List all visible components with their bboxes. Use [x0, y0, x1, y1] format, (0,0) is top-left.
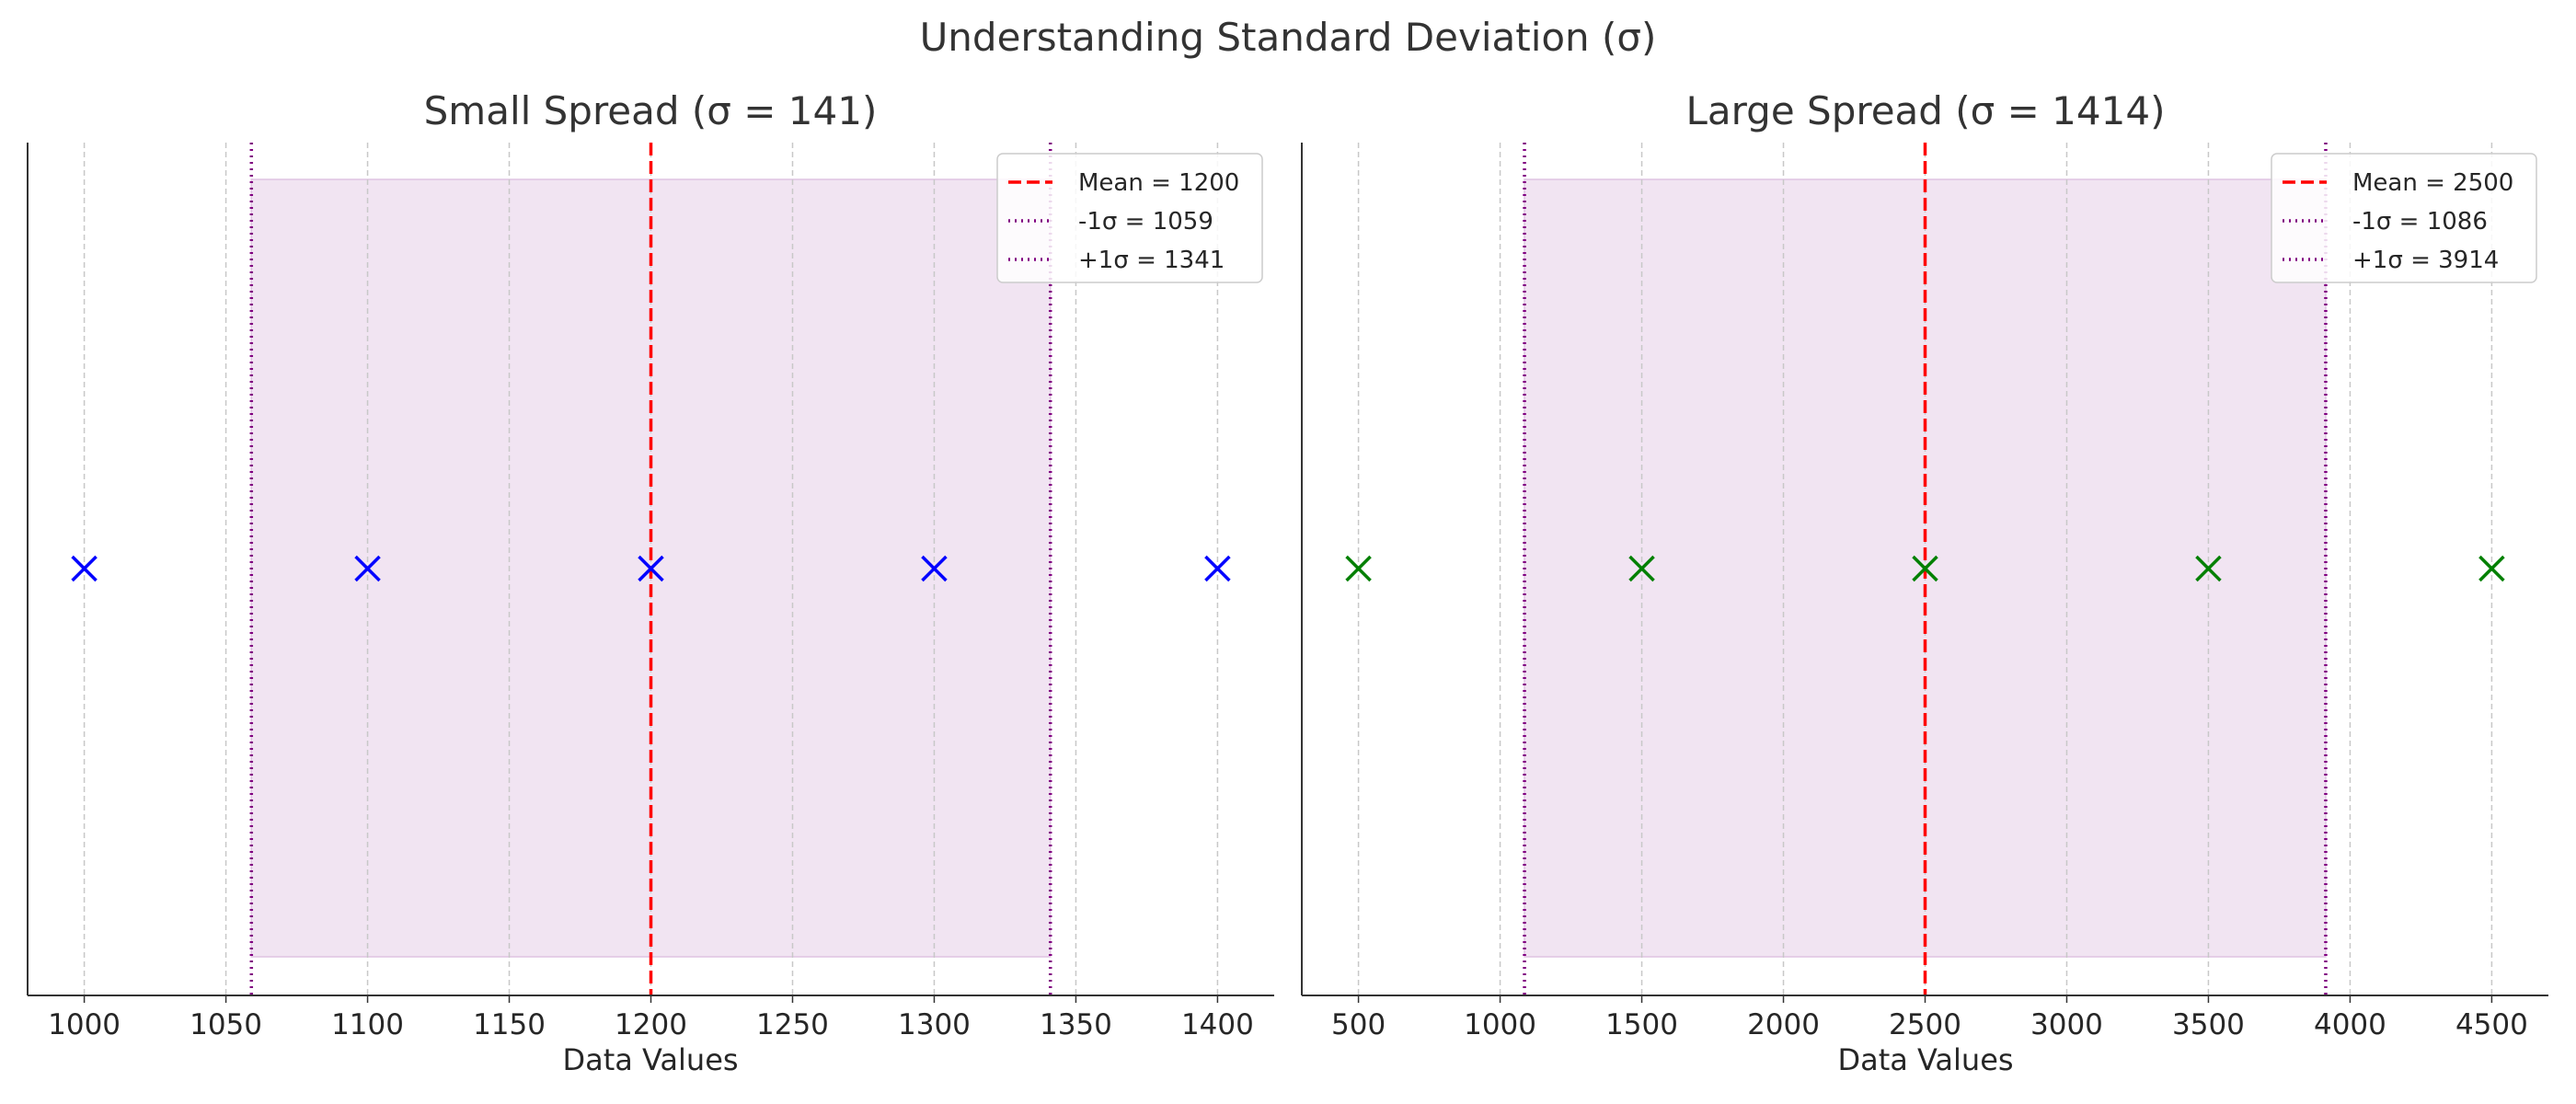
legend: Mean = 1200 -1σ = 1059 +1σ = 1341 [996, 153, 1263, 283]
x-tick-label: 1300 [898, 1008, 971, 1041]
x-tick-label: 1050 [190, 1008, 262, 1041]
data-point [638, 555, 664, 582]
data-point [2478, 555, 2505, 582]
x-tick-label: 3500 [2172, 1008, 2245, 1041]
x-tick-label: 2500 [1889, 1008, 1961, 1041]
data-point [71, 555, 98, 582]
legend-label: Mean = 2500 [2352, 169, 2513, 197]
data-point [1204, 555, 1231, 582]
legend: Mean = 2500 -1σ = 1086 +1σ = 3914 [2271, 153, 2537, 283]
panel-title: Large Spread (σ = 1414) [1686, 88, 2166, 133]
legend-label: +1σ = 3914 [2352, 247, 2499, 274]
x-tick-label: 1100 [331, 1008, 404, 1041]
x-tick-label: 2000 [1747, 1008, 1820, 1041]
x-tick-label: 4000 [2314, 1008, 2386, 1041]
data-point [354, 555, 381, 582]
panel-small-spread: Small Spread (σ = 141) 1000 1050 1100 1150 1… [27, 88, 1274, 1077]
x-tick-label: 1200 [615, 1008, 687, 1041]
x-tick-label: 1150 [473, 1008, 546, 1041]
x-tick-label: 1000 [1464, 1008, 1536, 1041]
panel-title: Small Spread (σ = 141) [424, 88, 878, 133]
x-tick-label: 4500 [2455, 1008, 2528, 1041]
x-tick-label: 3000 [2030, 1008, 2103, 1041]
data-point [921, 555, 948, 582]
panel-large-spread: Large Spread (σ = 1414) 500 1000 1500 2000 2… [1301, 88, 2548, 1077]
legend-label: +1σ = 1341 [1078, 247, 1225, 274]
x-axis-label: Data Values [1837, 1042, 2013, 1077]
legend-label: -1σ = 1059 [1078, 208, 1213, 236]
x-tick-label: 1350 [1040, 1008, 1112, 1041]
x-tick-label: 500 [1331, 1008, 1386, 1041]
legend-box [2271, 153, 2537, 283]
x-axis-label: Data Values [562, 1042, 738, 1077]
data-point [1912, 555, 1938, 582]
x-tick-label: 1500 [1605, 1008, 1678, 1041]
data-point [1628, 555, 1655, 582]
x-tick-label: 1250 [756, 1008, 829, 1041]
figure-title: Understanding Standard Deviation (σ) [920, 15, 1657, 60]
x-tick-label: 1400 [1181, 1008, 1254, 1041]
data-point [2195, 555, 2222, 582]
legend-label: -1σ = 1086 [2352, 208, 2488, 236]
legend-box [996, 153, 1263, 283]
x-tick-label: 1000 [48, 1008, 121, 1041]
legend-label: Mean = 1200 [1078, 169, 1239, 197]
data-point [1345, 555, 1372, 582]
